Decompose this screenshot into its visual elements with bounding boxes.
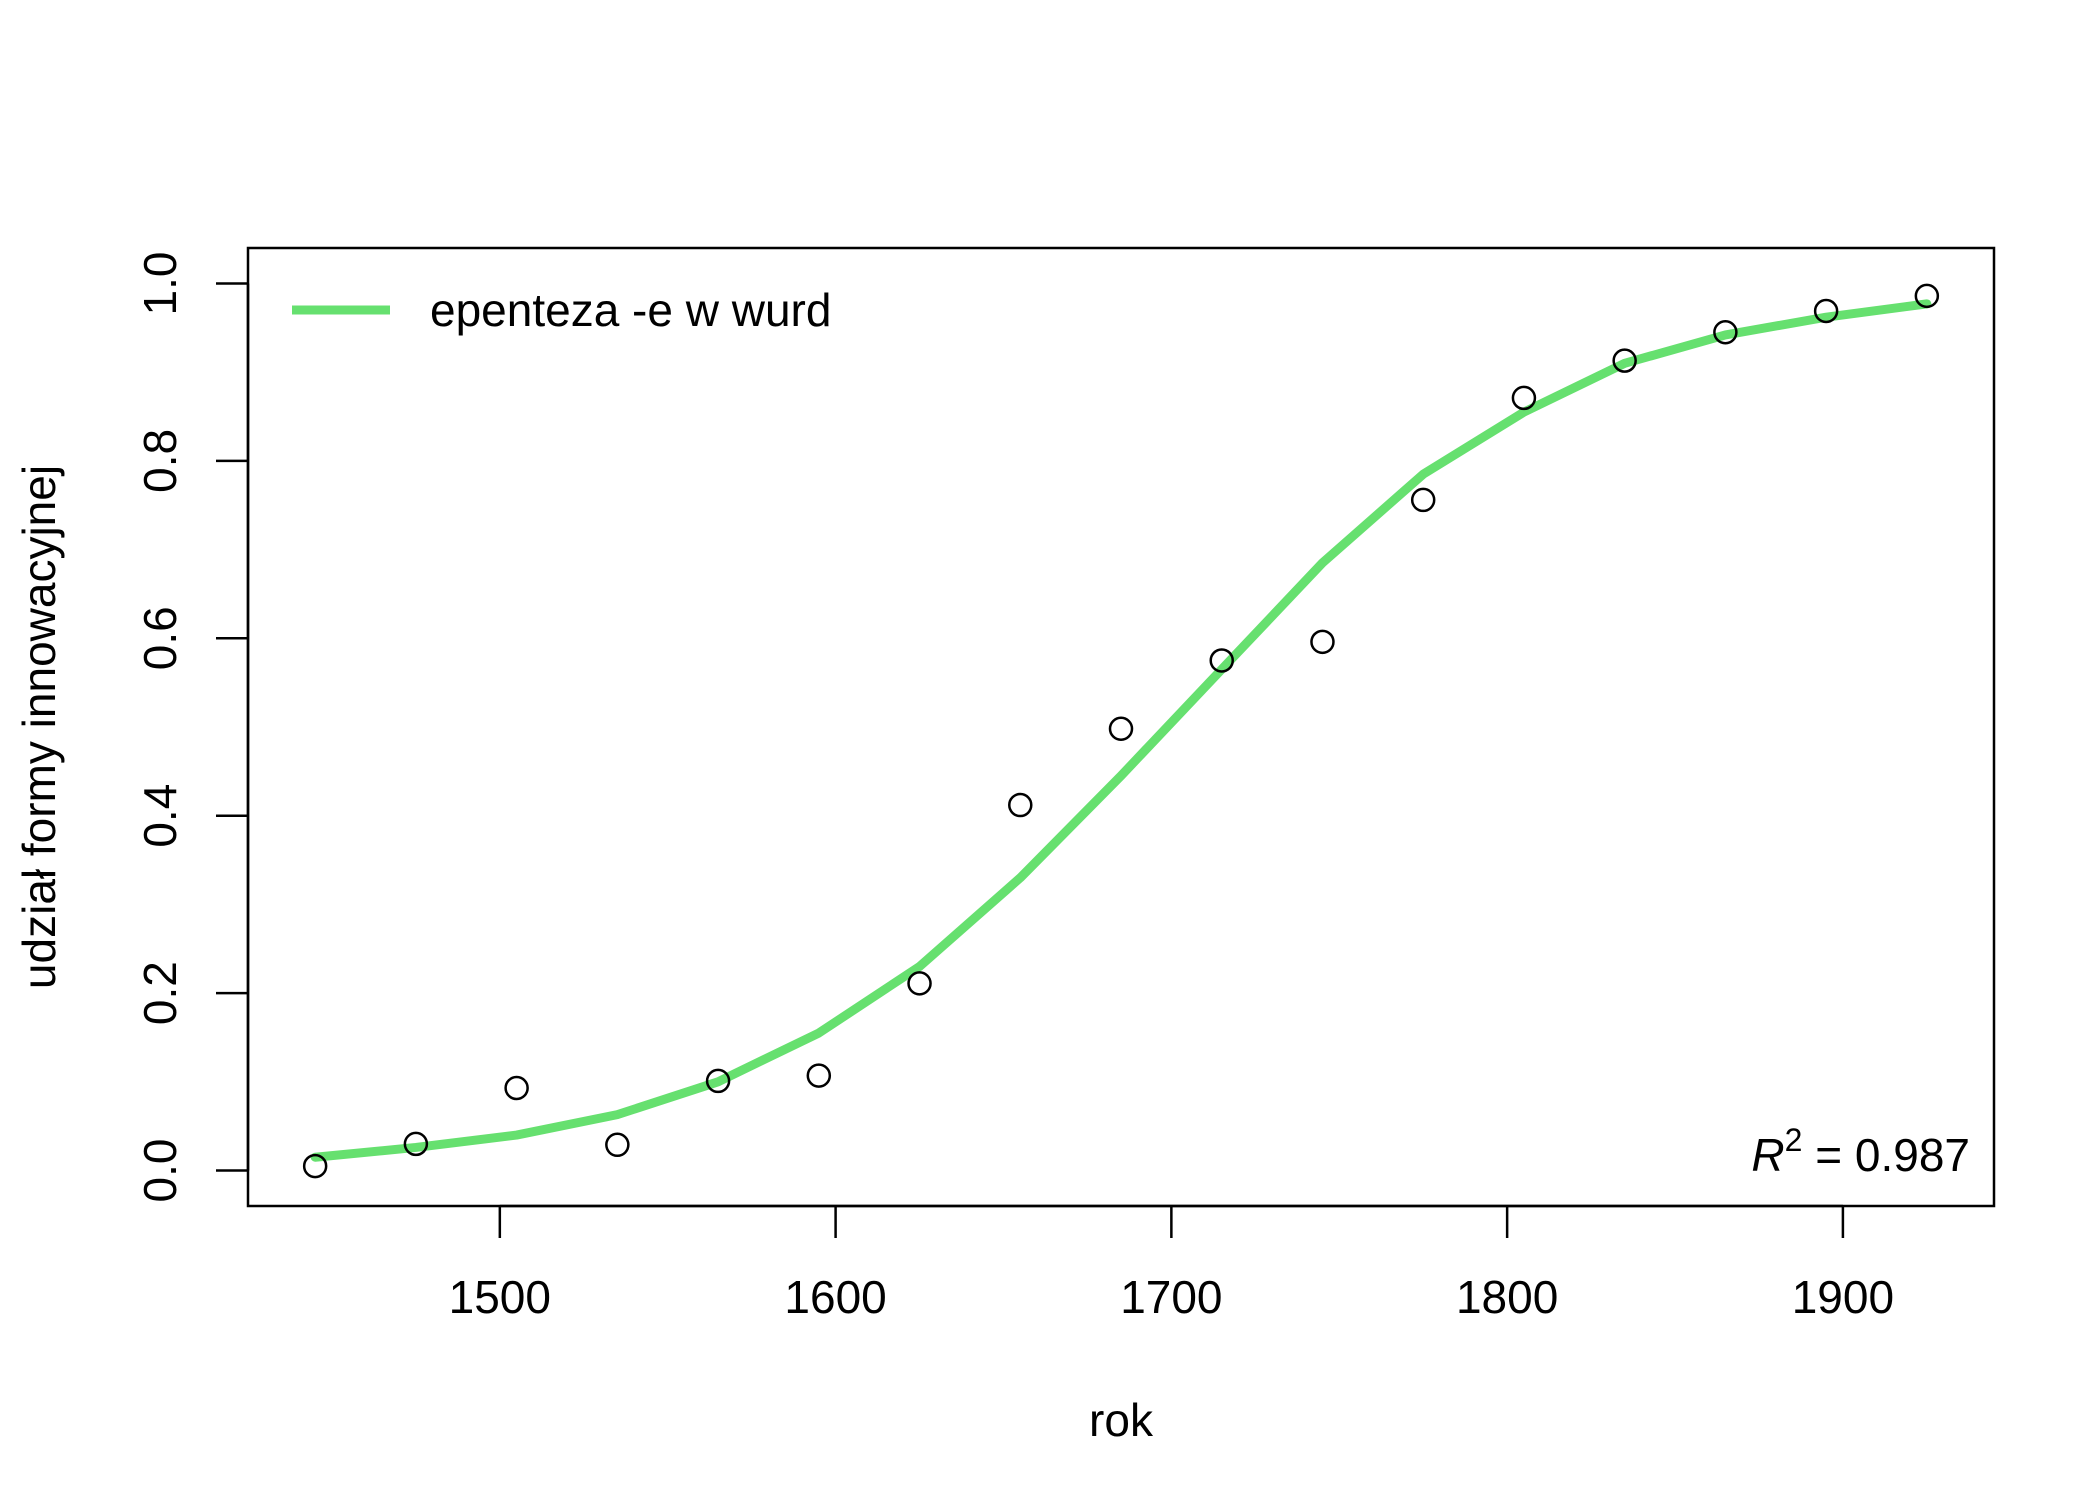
x-tick-label: 1700 <box>1120 1271 1222 1323</box>
data-point <box>605 1132 630 1158</box>
data-point <box>1108 716 1134 742</box>
x-tick-label: 1900 <box>1792 1271 1894 1323</box>
r-squared-superscript: 2 <box>1785 1122 1803 1158</box>
data-point <box>705 1068 731 1094</box>
x-axis-label: rok <box>1089 1394 1154 1446</box>
data-point <box>1511 385 1537 411</box>
r-squared-value: = 0.987 <box>1802 1129 1970 1181</box>
x-tick-label: 1500 <box>449 1271 551 1323</box>
series-layer <box>302 283 1940 1179</box>
data-point <box>907 971 932 996</box>
y-axis: 0.0 0.2 0.4 0.6 0.8 1.0 <box>134 252 250 1203</box>
r-squared-annotation: R2 = 0.987 <box>1751 1122 1970 1181</box>
x-axis: 1500 1600 1700 1800 1900 <box>449 1204 1894 1323</box>
data-point <box>1914 283 1940 309</box>
x-tick-label: 1800 <box>1456 1271 1558 1323</box>
data-point <box>1008 792 1033 818</box>
legend-label: epenteza -e w wurd <box>430 284 831 336</box>
data-point <box>806 1063 832 1088</box>
y-tick-label: 0.6 <box>134 606 186 670</box>
y-tick-label: 0.0 <box>134 1139 186 1203</box>
data-point <box>302 1153 328 1179</box>
data-point <box>1813 298 1839 324</box>
y-tick-label: 0.8 <box>134 429 186 493</box>
y-tick-label: 0.2 <box>134 961 186 1025</box>
data-point <box>403 1131 429 1157</box>
fitted-curve-line <box>310 299 1932 1162</box>
y-tick-label: 0.4 <box>134 784 186 848</box>
x-tick-label: 1600 <box>784 1271 886 1323</box>
data-point <box>1209 648 1234 673</box>
data-point <box>1410 487 1436 513</box>
data-point <box>1713 320 1738 345</box>
data-point <box>1612 348 1637 373</box>
legend: epenteza -e w wurd <box>292 284 831 336</box>
r-squared-symbol: R <box>1751 1129 1784 1181</box>
plot-frame <box>246 246 1996 1208</box>
data-point <box>1310 629 1335 655</box>
y-tick-label: 1.0 <box>134 252 186 316</box>
data-point <box>504 1075 529 1101</box>
y-axis-label: udział formy innowacyjnej <box>13 465 65 989</box>
